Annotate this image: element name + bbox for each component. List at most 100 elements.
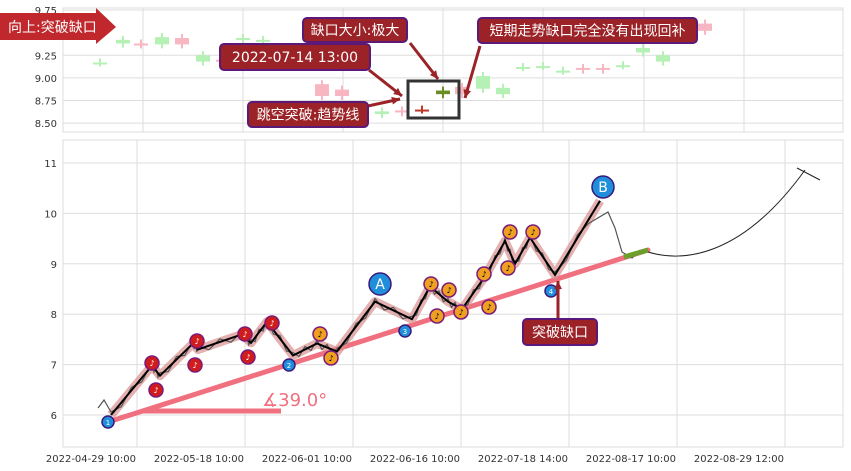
gap-date-label: 2022-07-14 13:00 [232, 50, 358, 66]
note-icon: ♪ [486, 303, 491, 312]
x-tick-label: 2022-07-18 14:00 [478, 454, 568, 465]
gap-size-label-box [302, 17, 408, 43]
candle-body [596, 67, 610, 70]
note-icon: ♪ [507, 228, 512, 237]
candle-body [516, 67, 530, 70]
trend-arrow-head [391, 96, 400, 105]
candle-body [375, 111, 389, 115]
x-tick-label: 2022-08-29 12:00 [694, 454, 784, 465]
up-gap-label: 向上:突破缺口 [8, 20, 97, 36]
trendline-break-label-box [247, 101, 369, 128]
note-icon: ♪ [428, 280, 433, 289]
projection-end-tick [796, 167, 821, 181]
candle-body [93, 62, 107, 65]
candle-body [335, 89, 349, 96]
up-gap-arrow-shape [0, 8, 116, 44]
note-marker [453, 304, 469, 320]
note-marker [429, 308, 445, 324]
x-tick-label: 2022-06-16 10:00 [370, 454, 460, 465]
size-arrow-head [429, 70, 438, 79]
candle-body [536, 66, 550, 69]
note-marker [148, 382, 164, 398]
note-marker [481, 299, 497, 315]
candle-body [315, 84, 329, 96]
note-icon: ♪ [192, 361, 197, 370]
pivot-label: A [375, 277, 385, 293]
x-tick-label: 2022-08-17 10:00 [586, 454, 676, 465]
trendline-break-label: 跳空突破:趋势线 [257, 108, 360, 124]
y-tick-label: 9 [51, 260, 57, 271]
note-icon: ♪ [317, 330, 322, 339]
gap-unfilled-label-box [477, 17, 698, 44]
note-icon: ♪ [505, 264, 510, 273]
top-candles [93, 19, 712, 120]
note-icon: ♪ [245, 353, 250, 362]
fill-arrow-head [463, 89, 472, 98]
angle-label: ∡39.0° [262, 390, 327, 411]
x-tick-label: 2022-06-01 10:00 [262, 454, 352, 465]
candle-body [576, 67, 590, 70]
annotations: 向上:突破缺口 缺口大小:极大 2022-07-14 13:00 跳空突破:趋势线 短期… [0, 8, 698, 346]
note-icon: ♪ [269, 319, 274, 328]
price-line [97, 211, 641, 413]
y-tick-label: 8 [51, 310, 57, 321]
x-tick-label: 2022-04-29 10:00 [46, 454, 136, 465]
candle-body [616, 65, 630, 68]
candle-body [236, 38, 250, 41]
note-icon: ♪ [481, 270, 486, 279]
bottom-frame [62, 139, 844, 448]
gap-breakout-label-box [522, 318, 598, 346]
gap-breakout-arrow-head [554, 281, 562, 290]
note-marker [312, 326, 328, 342]
y-tick-label: 9.00 [35, 74, 57, 85]
projection-arc [647, 169, 806, 257]
pivot-marker [398, 324, 412, 338]
top-frame [62, 7, 844, 133]
note-marker [264, 315, 280, 331]
note-marker [323, 350, 339, 366]
candle-body [636, 48, 650, 53]
candle-body [436, 90, 450, 95]
note-icon: ♪ [446, 286, 451, 295]
note-icon: ♪ [328, 354, 333, 363]
note-marker [187, 357, 203, 373]
candle-body [196, 55, 210, 62]
note-icon: ♪ [242, 330, 247, 339]
pivot-label: 1 [106, 419, 110, 427]
gap-date-label-box [219, 43, 371, 71]
y-tick-label: 7 [51, 361, 57, 372]
pivot-label: 4 [549, 288, 554, 296]
note-marker [441, 282, 457, 298]
pivot-marker [101, 415, 115, 429]
candle-body [556, 70, 570, 73]
y-tick-label: 6 [51, 411, 57, 422]
note-marker [144, 355, 160, 371]
y-tick-label: 8.50 [35, 119, 57, 130]
note-marker [500, 260, 516, 276]
gap-unfilled-label: 短期走势缺口完全没有出现回补 [490, 23, 686, 40]
y-tick-label: 11 [44, 159, 57, 170]
recent-segment [623, 247, 649, 260]
pivot-label: 3 [403, 328, 407, 336]
x-tick-label: 2022-05-18 10:00 [154, 454, 244, 465]
note-marker [237, 326, 253, 342]
candle-body [395, 110, 409, 113]
candle-body [116, 39, 130, 44]
note-icon: ♪ [458, 308, 463, 317]
note-marker [423, 276, 439, 292]
bottom-panel-grid: 11 10 9 8 7 6 2022-04-29 10:00 2022-05-18 10:00… [44, 139, 844, 465]
gap-breakout-label: 突破缺口 [532, 325, 588, 341]
candle-body [175, 38, 189, 45]
note-icon: ♪ [434, 312, 439, 321]
note-icon: ♪ [153, 386, 158, 395]
pivot-label: B [598, 180, 608, 196]
y-tick-label: 9.75 [35, 6, 57, 17]
note-icon: ♪ [530, 228, 535, 237]
pivot-marker [368, 272, 392, 296]
candle-body [496, 87, 510, 95]
y-tick-label: 10 [44, 209, 57, 220]
pivot-marker [591, 175, 615, 199]
pivot-label: 2 [287, 362, 291, 370]
candle-body [155, 37, 169, 45]
